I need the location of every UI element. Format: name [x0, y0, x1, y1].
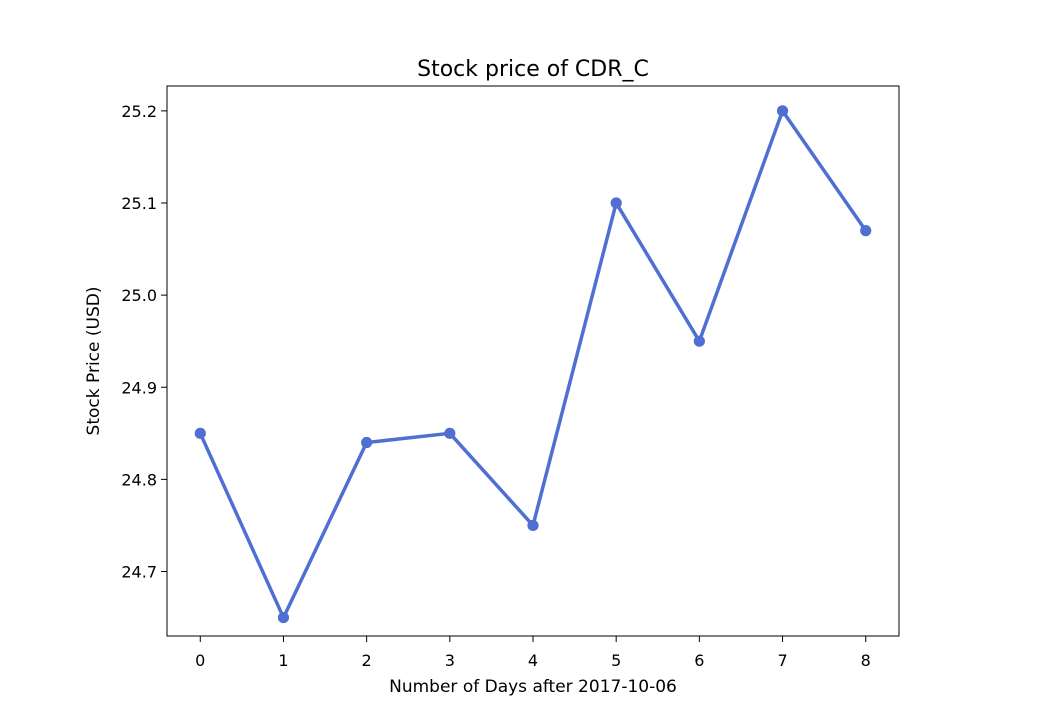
y-tick-label: 25.1 [121, 194, 157, 213]
x-tick-label: 0 [195, 651, 205, 670]
data-point [361, 436, 373, 449]
data-point [693, 335, 705, 347]
data-point [527, 519, 539, 532]
chart-title: Stock price of CDR_C [417, 57, 649, 82]
x-tick-label: 1 [278, 651, 288, 670]
x-tick-label: 2 [362, 651, 372, 670]
x-tick-label: 8 [861, 651, 871, 670]
y-tick-label: 25.2 [121, 102, 157, 121]
y-tick-label: 24.7 [121, 563, 157, 582]
y-tick-label: 25.0 [121, 286, 157, 305]
data-point [610, 197, 622, 209]
data-point [860, 225, 872, 237]
data-point [444, 427, 456, 439]
y-tick-label: 24.8 [121, 470, 157, 489]
x-tick-label: 4 [528, 651, 538, 670]
data-point [277, 611, 290, 624]
x-axis-label: Number of Days after 2017-10-06 [389, 677, 677, 697]
x-tick-label: 5 [611, 651, 621, 670]
plot-area: 0 1 2 3 4 5 6 7 8 24.7 24.8 24.9 25.0 25.1 25.2 [121, 85, 900, 670]
y-axis-label: Stock Price (USD) [84, 287, 104, 436]
y-tick-label: 24.9 [121, 378, 157, 397]
x-tick-label: 6 [694, 651, 704, 670]
x-tick-label: 7 [777, 651, 787, 670]
data-point [776, 105, 789, 117]
x-tick-label: 3 [445, 651, 455, 670]
data-point [194, 427, 206, 439]
